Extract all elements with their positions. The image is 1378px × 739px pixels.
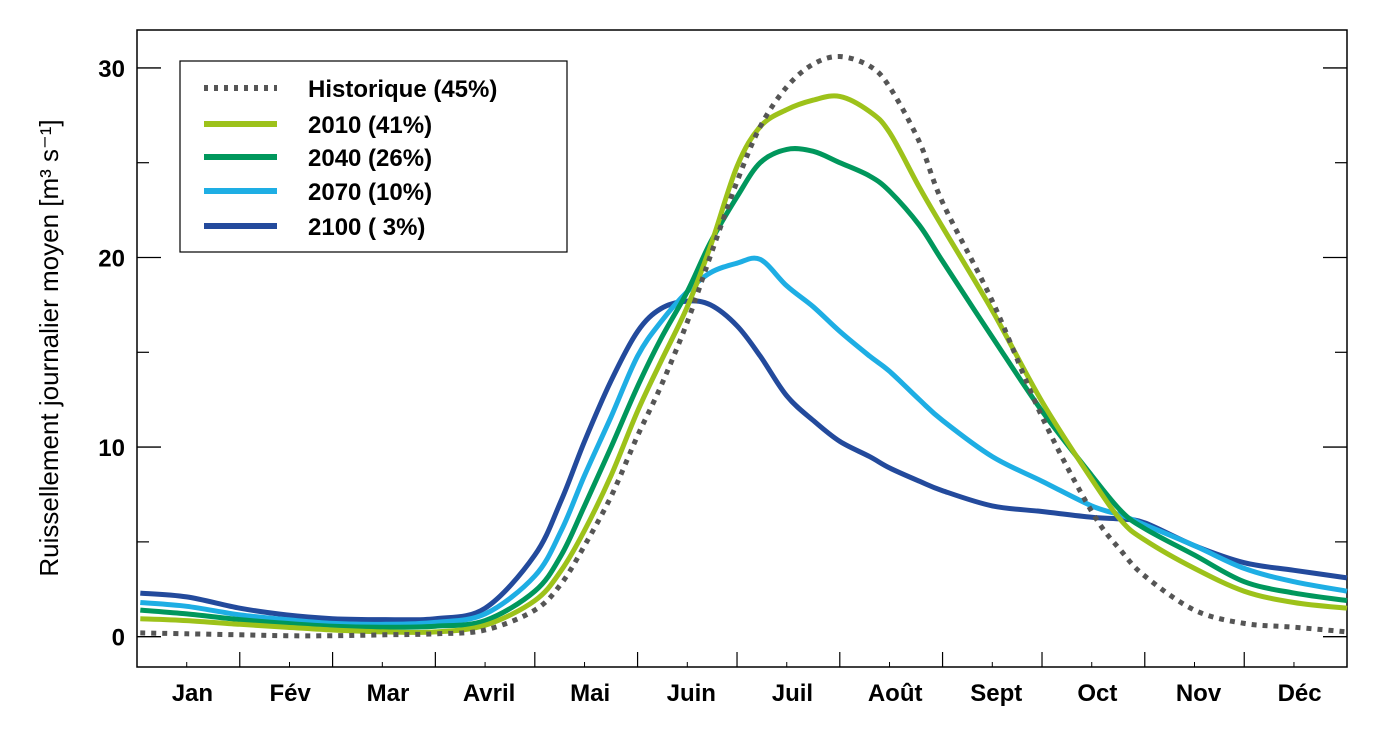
series-line-4 <box>140 298 1348 623</box>
axis-ticks <box>137 67 1347 667</box>
month-label: Déc <box>1278 680 1322 707</box>
y-tick-labels: 0 10 20 30 <box>98 56 125 652</box>
y-tick-label: 20 <box>98 246 125 273</box>
month-label: Juin <box>667 680 716 707</box>
month-label: Fév <box>269 680 311 707</box>
month-label: Juil <box>772 680 813 707</box>
legend-label: 2010 (41%) <box>308 112 432 139</box>
month-label: Nov <box>1176 680 1222 707</box>
y-tick-label: 10 <box>98 435 125 462</box>
month-label: Mai <box>570 680 610 707</box>
month-labels: Jan Fév Mar Avril Mai Juin Juil Août Sept Oct Nov D… <box>172 680 1322 707</box>
month-label: Sept <box>970 680 1022 707</box>
month-label: Oct <box>1077 680 1117 707</box>
month-label: Mar <box>367 680 410 707</box>
y-tick-label: 0 <box>112 625 125 652</box>
plot-frame <box>136 29 1348 668</box>
series-line-3 <box>140 255 1348 627</box>
legend-label: 2040 (26%) <box>308 145 432 172</box>
series-line-2 <box>140 146 1348 630</box>
legend-label: 2070 (10%) <box>308 179 432 206</box>
legend-label: Historique (45%) <box>308 76 497 103</box>
y-tick-label: 30 <box>98 56 125 83</box>
y-axis-label: Ruissellement journalier moyen [m³ s⁻¹] <box>34 119 64 576</box>
legend-label: 2100 ( 3%) <box>308 214 425 241</box>
legend: Historique (45%) 2010 (41%) 2040 (26%) 2070… <box>179 60 568 253</box>
month-label: Août <box>868 680 923 707</box>
series-lines <box>140 53 1348 639</box>
month-label: Avril <box>463 680 515 707</box>
month-label: Jan <box>172 680 213 707</box>
